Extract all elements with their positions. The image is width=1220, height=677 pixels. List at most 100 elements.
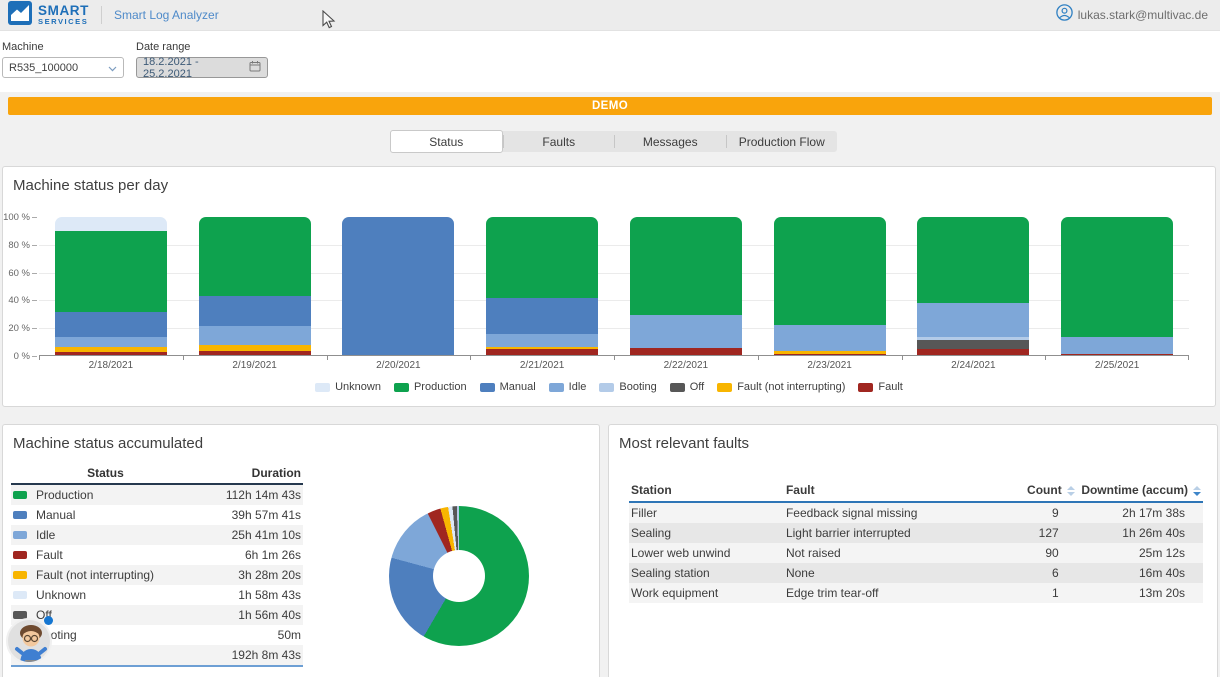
y-axis-tick-label: 100 % [3,212,30,223]
duration-cell: 112h 14m 43s [200,484,303,505]
segment-fault [774,354,886,355]
fault-downtime-cell: 13m 20s [1077,583,1203,603]
faults-col-label: Downtime (accum) [1081,483,1188,497]
assistant-widget[interactable] [6,616,56,666]
bar-2-21-2021[interactable] [486,217,598,355]
legend-label-manual: Manual [500,381,536,393]
date-range-input[interactable]: 18.2.2021 - 25.2.2021 [136,57,268,78]
user-chip[interactable]: lukas.stark@multivac.de [1056,4,1208,26]
bar-slot-2-19-2021 [183,217,327,355]
fault-row-sealing: SealingLight barrier interrupted1271h 26… [629,523,1203,543]
status-cell: Fault (not interrupting) [11,565,200,585]
smart-services-logo[interactable]: SMART SERVICES [8,1,89,30]
segment-production [199,217,311,296]
duration-cell: 25h 41m 10s [200,525,303,545]
legend-swatch-booting [599,383,614,392]
bar-slot-2-21-2021 [470,217,614,355]
user-email: lukas.stark@multivac.de [1078,8,1208,22]
sort-icon [1067,486,1075,496]
fault-name-cell: Light barrier interrupted [784,523,996,543]
legend-label-idle: Idle [569,381,587,393]
chart-plot-area: 100 %80 %60 %40 %20 %0 % [39,217,1189,356]
y-axis-tick [32,273,37,274]
content-area: DEMO StatusFaultsMessagesProduction Flow… [0,92,1220,677]
segment-idle [1061,337,1173,354]
x-axis-label: 2/19/2021 [183,360,327,371]
legend-label-fault-not-interrupting: Fault (not interrupting) [737,381,845,393]
status-row-fault: Fault 6h 1m 26s [11,545,303,565]
faults-col-label: Fault [786,483,815,497]
x-axis-label: 2/23/2021 [758,360,902,371]
date-range-label: Date range [136,41,268,53]
tab-bar: StatusFaultsMessagesProduction Flow [390,131,837,152]
bar-2-20-2021[interactable] [342,217,454,355]
machine-select[interactable]: R535_100000 [2,57,124,78]
sort-down-arrow [1193,492,1201,496]
faults-col-count[interactable]: Count [996,479,1076,502]
faults-col-label: Count [1027,483,1062,497]
tab-production-flow[interactable]: Production Flow [727,131,838,152]
fault-downtime-cell: 16m 40s [1077,563,1203,583]
bar-2-24-2021[interactable] [917,217,1029,355]
fault-name-cell: Edge trim tear-off [784,583,996,603]
bar-2-18-2021[interactable] [55,217,167,355]
status-name: Idle [36,528,55,542]
tab-faults[interactable]: Faults [504,131,615,152]
duration-cell: 1h 58m 43s [200,585,303,605]
legend-item-fault-not-interrupting[interactable]: Fault (not interrupting) [717,381,845,393]
bar-2-19-2021[interactable] [199,217,311,355]
chevron-down-icon [108,59,117,77]
x-axis-label: 2/24/2021 [902,360,1046,371]
logo-text: SMART SERVICES [38,4,89,25]
fault-name-cell: Not raised [784,543,996,563]
fault-row-filler: FillerFeedback signal missing92h 17m 38s [629,502,1203,523]
duration-cell: 6h 1m 26s [200,545,303,565]
segment-unknown [55,217,167,231]
bar-2-22-2021[interactable] [630,217,742,355]
logo-line2: SERVICES [38,18,89,26]
legend-item-fault[interactable]: Fault [858,381,902,393]
status-cell: Idle [11,525,200,545]
fault-station-cell: Filler [629,502,784,523]
tab-status[interactable]: Status [390,130,503,153]
legend-swatch-production [394,383,409,392]
fault-row-lower-web-unwind: Lower web unwindNot raised9025m 12s [629,543,1203,563]
legend-item-unknown[interactable]: Unknown [315,381,381,393]
date-range-value: 18.2.2021 - 25.2.2021 [143,56,249,80]
fault-row-work-equipment: Work equipmentEdge trim tear-off113m 20s [629,583,1203,603]
legend-item-production[interactable]: Production [394,381,467,393]
chart-x-axis-labels: 2/18/20212/19/20212/20/20212/21/20212/22… [39,360,1189,371]
legend-item-idle[interactable]: Idle [549,381,587,393]
segment-production [486,217,598,298]
tab-messages[interactable]: Messages [615,131,726,152]
bar-2-25-2021[interactable] [1061,217,1173,355]
faults-col-downtime-accum[interactable]: Downtime (accum) [1077,479,1203,502]
app-title: Smart Log Analyzer [114,8,219,22]
segment-off [917,340,1029,350]
y-axis-tick [32,300,37,301]
bar-2-23-2021[interactable] [774,217,886,355]
calendar-icon [249,59,261,77]
fault-name-cell: None [784,563,996,583]
segment-idle [774,325,886,351]
x-axis-label: 2/25/2021 [1045,360,1189,371]
segment-idle [486,334,598,346]
faults-col-station: Station [629,479,784,502]
status-row-idle: Idle 25h 41m 10s [11,525,303,545]
x-axis-label: 2/18/2021 [39,360,183,371]
accumulated-col-duration: Duration [200,463,303,484]
legend-item-off[interactable]: Off [670,381,704,393]
segment-idle [55,337,167,347]
segment-production [55,231,167,312]
legend-label-production: Production [414,381,467,393]
segment-manual [55,312,167,337]
accumulated-col-status: Status [11,463,200,484]
faults-title: Most relevant faults [619,435,749,452]
legend-swatch-unknown [315,383,330,392]
status-name: Fault [36,548,63,562]
logo-chart-icon [8,1,32,30]
status-row-unknown: Unknown1h 58m 43s [11,585,303,605]
legend-item-manual[interactable]: Manual [480,381,536,393]
status-swatch-production [13,491,27,499]
legend-item-booting[interactable]: Booting [599,381,656,393]
